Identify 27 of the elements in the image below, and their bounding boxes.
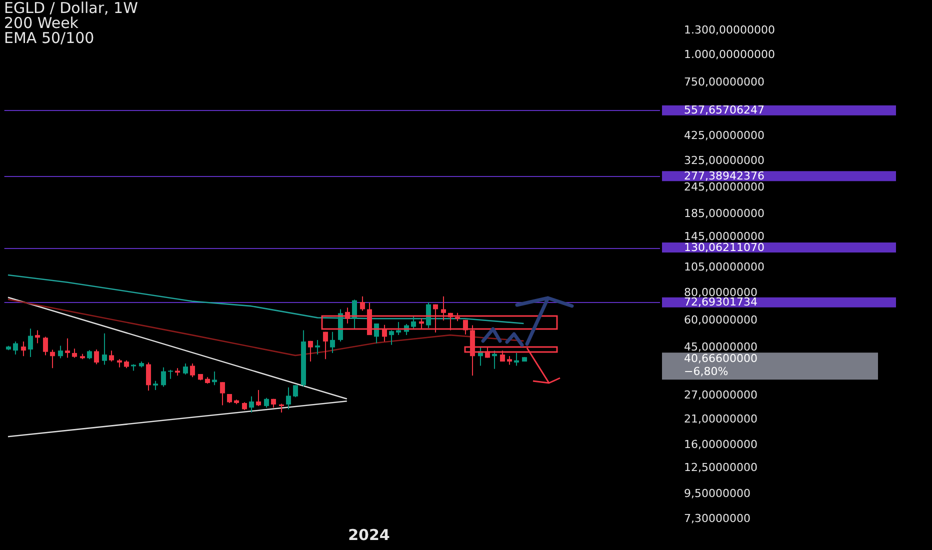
y-tick-label: 1.300,00000000 bbox=[684, 23, 775, 36]
y-tick-label: 105,00000000 bbox=[684, 260, 764, 274]
ref-line-label: 277,38942376 bbox=[684, 170, 764, 183]
ref-line-label: 72,69301734 bbox=[684, 296, 758, 309]
chart-subtitle: 200 Week bbox=[4, 14, 78, 32]
ref-line-label: 130,06211070 bbox=[684, 240, 764, 254]
y-tick-label: 7,30000000 bbox=[684, 512, 750, 525]
annotation: EMA 50/100 bbox=[4, 29, 96, 47]
y-tick-label: 425,00000000 bbox=[684, 128, 764, 142]
y-tick-label: 145,00000000 bbox=[684, 230, 764, 244]
y-tick-label: 750,00000000 bbox=[684, 75, 764, 88]
y-tick-label: 45,00000000 bbox=[684, 340, 758, 354]
y-tick-label: 245,00000000 bbox=[684, 180, 764, 194]
y-tick-label: 27,00000000 bbox=[684, 388, 758, 402]
text: 40,66600000 bbox=[684, 352, 758, 365]
y-tick-label: 1.000,00000000 bbox=[684, 48, 775, 62]
y-tick-label: 12,50000000 bbox=[684, 461, 758, 474]
y-tick-label: 325,00000000 bbox=[684, 154, 764, 168]
y-tick-label: 21,00000000 bbox=[684, 412, 758, 426]
chart-title: EGLD / Dollar, 1W bbox=[4, 0, 138, 17]
text: −6,80% bbox=[684, 364, 728, 378]
y-tick-label: 60,00000000 bbox=[684, 313, 758, 326]
y-tick-label: 9,50000000 bbox=[684, 487, 750, 500]
x-tick-label: 2024 bbox=[348, 526, 390, 544]
y-tick-label: 185,00000000 bbox=[684, 207, 764, 220]
y-tick-label: 16,00000000 bbox=[684, 438, 758, 451]
ref-line-label: 557,65706247 bbox=[684, 104, 764, 117]
